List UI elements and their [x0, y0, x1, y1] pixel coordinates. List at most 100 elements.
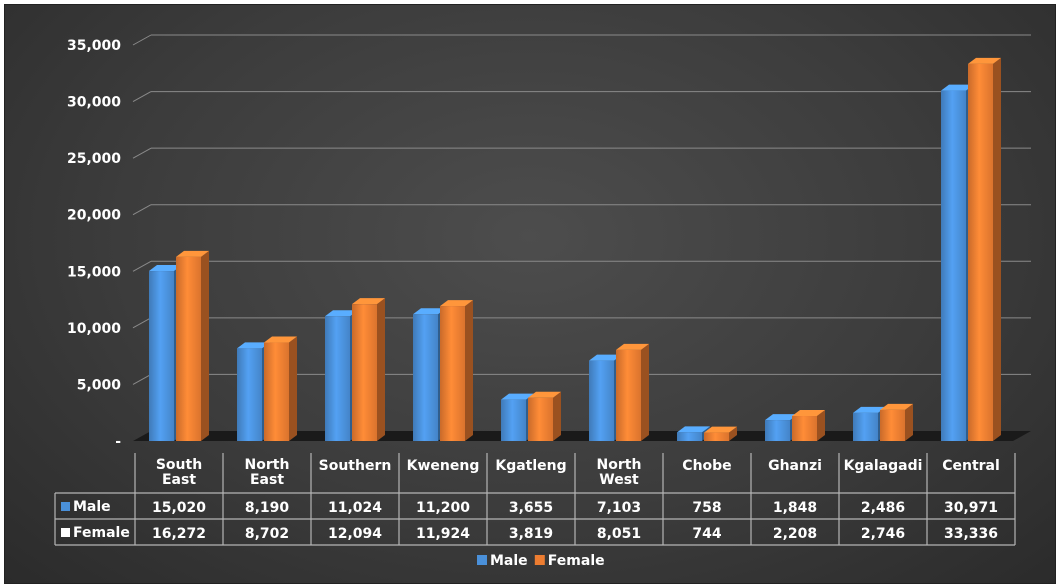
- bar-male: [589, 360, 614, 441]
- bar-top-male: [413, 308, 446, 315]
- bar-top-male: [941, 84, 974, 91]
- table-cell-value: 3,819: [509, 526, 553, 542]
- table-series-name: Female: [73, 525, 130, 541]
- bar-top-male: [589, 354, 622, 361]
- category-label: South: [156, 457, 202, 473]
- bar-male: [325, 316, 350, 441]
- table-legend-key-male: [61, 502, 70, 511]
- legend-key-female: [534, 555, 545, 565]
- table-cell-value: 33,336: [944, 526, 998, 542]
- gridline-side: [132, 317, 152, 329]
- bar-female: [616, 349, 641, 441]
- bar-top-male: [853, 406, 886, 413]
- gridline-side: [132, 91, 152, 103]
- y-tick-label: -: [115, 434, 121, 450]
- y-tick-label: 30,000: [67, 95, 121, 111]
- gridline-side: [132, 373, 152, 385]
- y-tick-label: 25,000: [67, 151, 121, 167]
- category-label: North: [597, 457, 642, 473]
- table-cell-value: 11,924: [416, 526, 470, 542]
- bar-top-female: [792, 410, 825, 417]
- table-cell-value: 7,103: [597, 500, 641, 516]
- bar-top-female: [528, 391, 561, 398]
- category-label: East: [250, 472, 284, 488]
- y-tick-label: 20,000: [67, 208, 121, 224]
- bar-male: [853, 412, 878, 441]
- bar-side-female: [817, 410, 825, 441]
- bar-side-female: [377, 298, 385, 441]
- bar-male: [677, 432, 702, 441]
- table-cell-value: 2,208: [773, 526, 817, 542]
- bar-top-male: [237, 342, 270, 349]
- table-cell-value: 2,486: [861, 500, 905, 516]
- bar-top-female: [616, 343, 649, 350]
- category-label: West: [599, 472, 639, 488]
- bar-top-female: [968, 57, 1001, 64]
- bar-top-male: [501, 393, 534, 400]
- bar-female: [704, 432, 729, 441]
- category-label: Kgalagadi: [844, 458, 923, 474]
- table-series-name: Male: [73, 499, 111, 515]
- bar-male: [149, 271, 174, 441]
- y-tick-label: 5,000: [77, 377, 122, 393]
- category-label: Ghanzi: [768, 458, 822, 474]
- category-label: Kweneng: [407, 458, 480, 474]
- gridline-side: [132, 260, 152, 272]
- bar-male: [765, 420, 790, 441]
- bar-side-female: [201, 250, 209, 441]
- bar-female: [880, 409, 905, 441]
- bar-side-female: [465, 300, 473, 441]
- bar-female: [352, 304, 377, 441]
- table-cell-value: 8,702: [245, 526, 289, 542]
- bar-side-female: [641, 343, 649, 441]
- category-label: Chobe: [682, 458, 731, 474]
- table-cell-value: 8,190: [245, 500, 290, 516]
- gridline-side: [132, 204, 152, 216]
- bar-female: [440, 306, 465, 441]
- table-cell-value: 11,200: [416, 500, 470, 516]
- y-tick-label: 10,000: [67, 321, 121, 337]
- table-cell-value: 16,272: [152, 526, 206, 542]
- table-cell-value: 1,848: [773, 500, 817, 516]
- bar-male: [941, 90, 966, 441]
- bar-female: [176, 256, 201, 441]
- table-cell-value: 8,051: [597, 526, 641, 542]
- table-cell-value: 3,655: [509, 500, 553, 516]
- y-tick-label: 15,000: [67, 264, 121, 280]
- bar-side-female: [553, 391, 561, 441]
- category-label: Central: [942, 458, 1000, 474]
- bar-side-female: [993, 57, 1001, 442]
- bar-side-female: [729, 426, 737, 441]
- bar-side-female: [289, 336, 297, 441]
- table-cell-value: 11,024: [328, 500, 382, 516]
- legend-label: Female: [548, 553, 605, 569]
- table-cell-value: 12,094: [328, 526, 382, 542]
- table-cell-value: 744: [692, 526, 721, 542]
- bar-top-male: [677, 426, 710, 433]
- bar-top-male: [149, 265, 182, 272]
- legend-label: Male: [490, 553, 528, 569]
- bar-male: [413, 314, 438, 441]
- chart-area: - 5,000 10,000 15,000 20,000 25,000 30,000 35,0…: [4, 4, 1056, 584]
- bar-top-female: [704, 426, 737, 433]
- bar-female: [264, 342, 289, 441]
- bar-top-male: [765, 414, 798, 421]
- gridline-side: [132, 147, 152, 159]
- bar-female: [792, 416, 817, 441]
- legend-key-male: [477, 555, 487, 565]
- bar-top-female: [176, 250, 209, 257]
- bar-male: [501, 399, 526, 441]
- bar-female: [528, 397, 553, 441]
- bar-top-female: [264, 336, 297, 343]
- category-label: North: [245, 457, 290, 473]
- bar-chart: - 5,000 10,000 15,000 20,000 25,000 30,000 35,0…: [54, 34, 1031, 569]
- bar-male: [237, 348, 262, 441]
- gridline-side: [132, 34, 152, 46]
- table-cell-value: 758: [692, 500, 721, 516]
- category-label: Kgatleng: [495, 458, 566, 474]
- bar-top-female: [440, 300, 473, 307]
- table-cell-value: 2,746: [861, 526, 905, 542]
- table-cell-value: 15,020: [152, 500, 206, 516]
- bar-side-female: [905, 403, 913, 441]
- table-legend-key-female: [61, 528, 70, 537]
